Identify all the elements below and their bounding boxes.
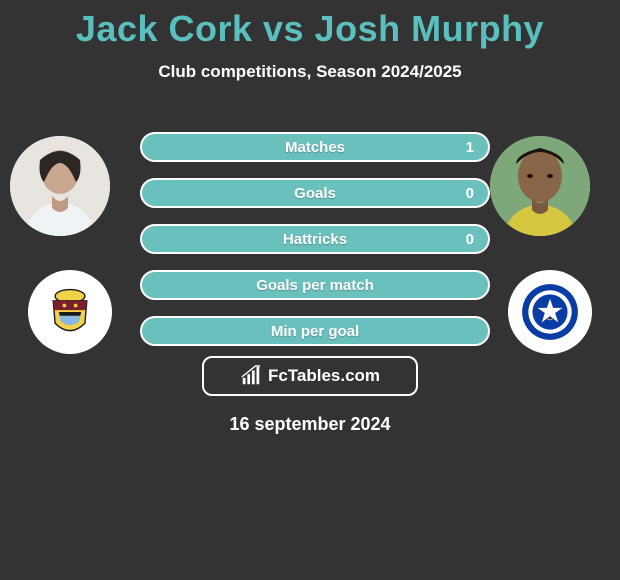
club-right-crest <box>508 270 592 354</box>
branding-box: FcTables.com <box>202 356 418 396</box>
stat-label: Goals <box>294 185 336 202</box>
date-text: 16 september 2024 <box>0 414 620 435</box>
player-right-avatar <box>490 136 590 236</box>
stat-row-matches: Matches 1 <box>140 132 490 162</box>
stats-area: Matches 1 Goals 0 Hattricks 0 Goals per … <box>0 112 620 352</box>
page-subtitle: Club competitions, Season 2024/2025 <box>0 62 620 82</box>
portsmouth-crest-icon <box>519 281 581 343</box>
person-icon <box>10 136 110 236</box>
branding-text: FcTables.com <box>268 366 380 386</box>
stat-right-value: 1 <box>466 139 474 156</box>
stat-row-goals-per-match: Goals per match <box>140 270 490 300</box>
stat-label: Matches <box>285 139 345 156</box>
stat-row-min-per-goal: Min per goal <box>140 316 490 346</box>
club-left-crest <box>28 270 112 354</box>
stat-right-value: 0 <box>466 231 474 248</box>
burnley-crest-icon <box>42 284 98 340</box>
person-icon <box>490 136 590 236</box>
page-title: Jack Cork vs Josh Murphy <box>0 0 620 50</box>
player-left-avatar <box>10 136 110 236</box>
stat-row-goals: Goals 0 <box>140 178 490 208</box>
stat-label: Hattricks <box>283 231 347 248</box>
stat-row-hattricks: Hattricks 0 <box>140 224 490 254</box>
stat-label: Goals per match <box>256 277 374 294</box>
stat-right-value: 0 <box>466 185 474 202</box>
bar-chart-icon <box>240 365 262 387</box>
stat-rows: Matches 1 Goals 0 Hattricks 0 Goals per … <box>140 132 490 362</box>
stat-label: Min per goal <box>271 323 359 340</box>
